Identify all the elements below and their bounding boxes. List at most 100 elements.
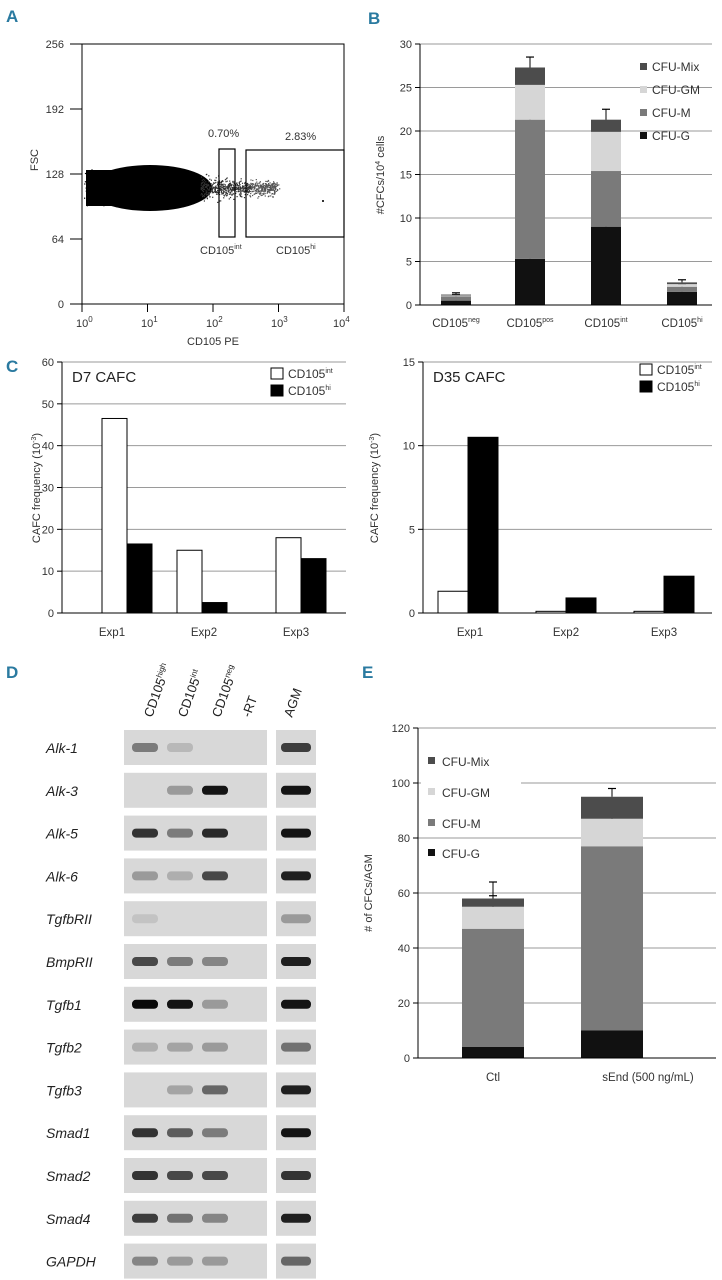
a-dot: [103, 180, 105, 182]
a-dot: [157, 187, 159, 189]
ytick-label: 20: [400, 126, 412, 138]
ytick-label: 15: [400, 170, 412, 182]
a-dot: [105, 184, 107, 186]
a-dot: [163, 181, 165, 183]
a-dot: [188, 190, 190, 193]
a-dot: [117, 198, 119, 200]
a-dot: [144, 185, 146, 187]
a-dot: [200, 189, 203, 191]
a-dot: [222, 189, 224, 191]
a-dot: [94, 180, 96, 182]
a-dot: [226, 195, 228, 197]
a-dot: [197, 174, 199, 176]
bar-cd105-hi: [565, 597, 597, 614]
a-dot: [215, 185, 217, 187]
a-dot: [146, 189, 149, 191]
a-dot: [278, 184, 280, 186]
b-legend-label: CFU-GM: [652, 83, 700, 97]
a-dot: [212, 192, 214, 194]
a-dot: [256, 185, 258, 187]
a-dot: [174, 187, 176, 189]
a-xtick: 104: [333, 315, 350, 330]
a-dot: [200, 187, 202, 189]
a-dot: [206, 191, 208, 193]
a-dot: [263, 193, 265, 196]
a-dot: [228, 183, 230, 185]
a-dot: [189, 182, 191, 184]
a-dot: [241, 187, 243, 189]
a-dot: [261, 194, 263, 196]
a-dot: [149, 181, 151, 183]
a-dot: [180, 187, 183, 189]
a-dot: [131, 200, 133, 202]
a-dot: [132, 181, 134, 183]
ytick-label: 15: [403, 357, 415, 369]
a-dot: [163, 201, 165, 203]
ytick-label: 30: [400, 39, 412, 51]
a-dot: [217, 182, 219, 184]
a-dot: [113, 198, 115, 200]
cr-legend-label: CD105int: [657, 363, 702, 377]
a-dot: [192, 189, 194, 191]
a-dot: [174, 178, 176, 181]
a-dot: [256, 192, 258, 194]
panel-letter-e: E: [362, 663, 373, 682]
a-dot: [203, 200, 205, 202]
a-dot: [152, 192, 154, 194]
a-dot: [273, 183, 275, 185]
a-dot: [127, 178, 129, 180]
a-dot: [201, 180, 203, 182]
a-dot: [101, 194, 103, 196]
b-cat-label: CD105neg: [432, 317, 480, 330]
a-dot: [123, 189, 125, 191]
a-dot: [272, 196, 274, 198]
a-dot: [185, 185, 187, 187]
a-dot: [209, 196, 211, 198]
a-dot: [179, 175, 181, 178]
a-dot: [188, 189, 190, 191]
a-dot: [105, 176, 107, 178]
gel-band: [202, 785, 228, 795]
a-dot: [97, 178, 99, 180]
a-dot: [217, 187, 219, 190]
a-dot: [206, 183, 208, 185]
a-dot: [206, 173, 208, 175]
a-dot: [99, 175, 102, 177]
a-dot: [152, 194, 154, 196]
a-dot: [214, 191, 217, 193]
a-dot: [236, 191, 238, 193]
a-dot: [223, 197, 225, 199]
a-dot: [151, 180, 153, 182]
a-dot: [149, 180, 151, 182]
a-dot: [107, 182, 109, 184]
a-ytick: 0: [58, 299, 64, 311]
a-dot: [160, 195, 162, 198]
a-dot: [233, 182, 235, 184]
a-dot: [174, 188, 176, 190]
a-dot: [110, 179, 112, 182]
a-dot: [125, 189, 127, 191]
a-dot: [203, 188, 206, 191]
gel-gene-labels: Alk-1 Alk-3 Alk-5 Alk-6 TgfbRII BmpRII Tgfb1 Tg…: [45, 740, 97, 1270]
a-dot: [90, 198, 92, 200]
b-legend-swatch: [640, 86, 647, 93]
a-dot: [170, 183, 172, 185]
a-dot: [170, 193, 172, 195]
gel-lane-label: CD105neg: [209, 663, 242, 719]
a-dot: [110, 171, 112, 173]
a-dot: [117, 196, 119, 198]
a-dot: [226, 186, 228, 188]
a-dot: [226, 194, 228, 196]
e-legend-swatch: [428, 819, 435, 826]
a-dot: [137, 176, 139, 178]
a-dot: [175, 177, 177, 179]
a-dot: [230, 193, 232, 195]
a-dot: [138, 175, 140, 177]
a-dot: [141, 182, 143, 184]
a-dot: [162, 194, 164, 196]
a-dot: [131, 185, 133, 187]
a-dot: [179, 191, 181, 193]
a-dot: [163, 192, 165, 194]
a-dot: [252, 183, 254, 185]
a-dot: [272, 187, 274, 189]
